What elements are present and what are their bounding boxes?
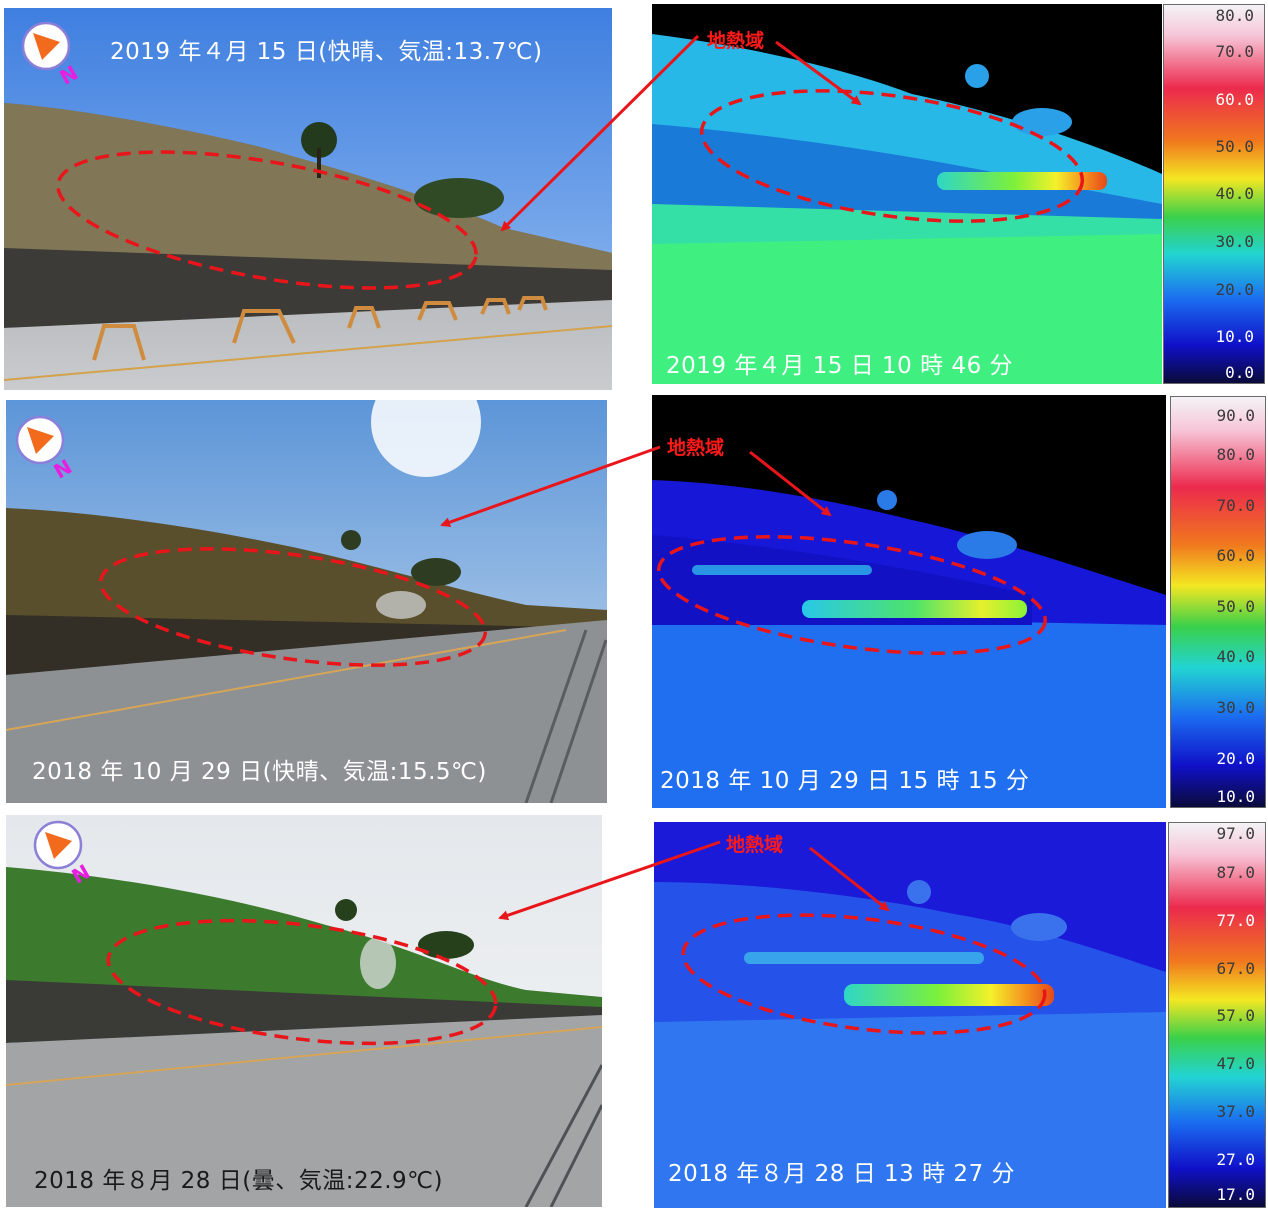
scale-tick: 47.0	[1216, 1054, 1255, 1073]
thermal-panel-1: 地熱域 2019 年４月 15 日 10 時 46 分	[652, 4, 1162, 384]
scale-tick: 67.0	[1216, 959, 1255, 978]
scale-tick: 10.0	[1215, 327, 1254, 346]
compass-icon: N	[33, 820, 92, 889]
photo-caption-2: 2018 年 10 月 29 日(快晴、気温:15.5℃)	[32, 759, 487, 785]
geothermal-label-3: 地熱域	[726, 834, 784, 856]
scale-tick: 50.0	[1215, 137, 1254, 156]
scale-tick: 30.0	[1216, 698, 1255, 717]
heat-zone	[802, 600, 1027, 618]
scale-tick: 27.0	[1216, 1150, 1255, 1169]
photo-caption-3: 2018 年８月 28 日(曇、気温:22.9℃)	[34, 1168, 443, 1194]
thermal-scene-3	[654, 822, 1166, 1208]
scale-tick: 10.0	[1216, 787, 1255, 806]
photo-panel-3: N 2018 年８月 28 日(曇、気温:22.9℃)	[6, 815, 602, 1207]
heat-zone	[937, 172, 1107, 190]
thermal-timestamp-3: 2018 年８月 28 日 13 時 27 分	[668, 1161, 1016, 1187]
scale-tick: 37.0	[1216, 1102, 1255, 1121]
scale-tick: 17.0	[1216, 1185, 1255, 1204]
scale-tick: 80.0	[1216, 445, 1255, 464]
thermal-timestamp-2: 2018 年 10 月 29 日 15 時 15 分	[660, 768, 1030, 794]
photo-caption-1: 2019 年４月 15 日(快晴、気温:13.7℃)	[110, 39, 543, 65]
scale-tick: 97.0	[1216, 824, 1255, 843]
scale-tick: 40.0	[1215, 184, 1254, 203]
photo-panel-2: N 2018 年 10 月 29 日(快晴、気温:15.5℃)	[6, 400, 607, 803]
temperature-scale-2: 90.0 80.0 70.0 60.0 50.0 40.0 30.0 20.0 …	[1170, 396, 1266, 808]
scale-tick: 50.0	[1216, 597, 1255, 616]
scale-tick: 87.0	[1216, 863, 1255, 882]
temperature-scale-3: 97.0 87.0 77.0 67.0 57.0 47.0 37.0 27.0 …	[1168, 822, 1266, 1208]
thermal-timestamp-1: 2019 年４月 15 日 10 時 46 分	[666, 353, 1014, 379]
temperature-scale-1: 80.0 70.0 60.0 50.0 40.0 30.0 20.0 10.0 …	[1163, 4, 1265, 384]
scale-tick: 20.0	[1216, 749, 1255, 768]
scale-tick: 0.0	[1225, 363, 1254, 382]
heat-zone	[844, 984, 1054, 1006]
guardrail	[524, 1064, 602, 1207]
scale-tick: 77.0	[1216, 911, 1255, 930]
photo-scene-3	[6, 815, 602, 1207]
thermal-panel-3: 地熱域 2018 年８月 28 日 13 時 27 分	[654, 822, 1166, 1208]
scale-tick: 90.0	[1216, 406, 1255, 425]
scale-tick: 60.0	[1216, 546, 1255, 565]
scale-tick: 70.0	[1215, 42, 1254, 61]
thermal-scene-1	[652, 4, 1162, 384]
geothermal-label-1: 地熱域	[707, 30, 765, 52]
photo-scene-2	[6, 400, 607, 803]
scale-tick: 20.0	[1215, 280, 1254, 299]
photo-panel-1: N 2019 年４月 15 日(快晴、気温:13.7℃)	[4, 8, 612, 390]
scale-tick: 70.0	[1216, 496, 1255, 515]
scale-tick: 80.0	[1215, 6, 1254, 25]
compass-icon: N	[21, 21, 80, 90]
scale-tick: 60.0	[1215, 90, 1254, 109]
geothermal-label-2: 地熱域	[667, 437, 725, 459]
scale-tick: 30.0	[1215, 232, 1254, 251]
scale-tick: 40.0	[1216, 647, 1255, 666]
thermal-scene-2	[652, 395, 1166, 808]
scale-tick: 57.0	[1216, 1006, 1255, 1025]
compass-icon: N	[15, 415, 74, 484]
thermal-panel-2: 地熱域 2018 年 10 月 29 日 15 時 15 分	[652, 395, 1166, 808]
road-barriers	[92, 296, 548, 361]
guardrail	[524, 629, 607, 803]
pine-tree	[301, 122, 337, 158]
